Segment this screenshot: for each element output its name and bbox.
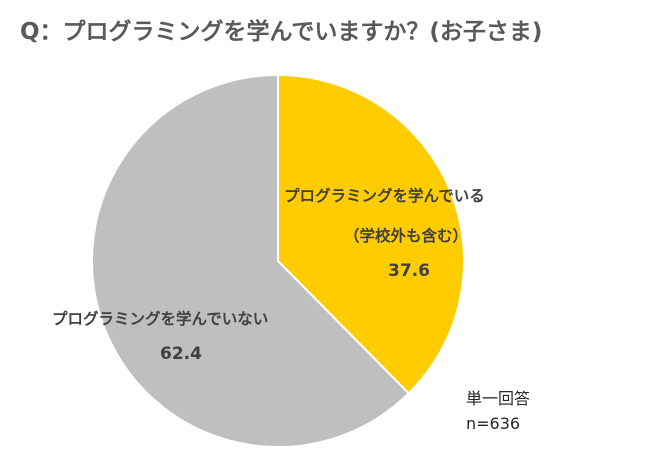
sample-size: n=636: [466, 414, 521, 433]
answer-type: 単一回答: [466, 389, 531, 408]
slice-learning: [277, 73, 465, 395]
slice-value-learning: 37.6: [388, 261, 430, 281]
slice-label-learning: プログラミングを学んでいる: [284, 187, 485, 205]
slice-sublabel-learning: （学校外も含む）: [344, 227, 469, 245]
slice-value-not-learning: 62.4: [160, 344, 202, 364]
slice-label-not-learning: プログラミングを学んでいない: [52, 310, 269, 328]
slice-not-learning: [91, 73, 411, 448]
response-note: 単一回答 n=636: [466, 386, 530, 436]
chart-title: Q：プログラミングを学んでいますか？(お子さま): [20, 19, 543, 45]
